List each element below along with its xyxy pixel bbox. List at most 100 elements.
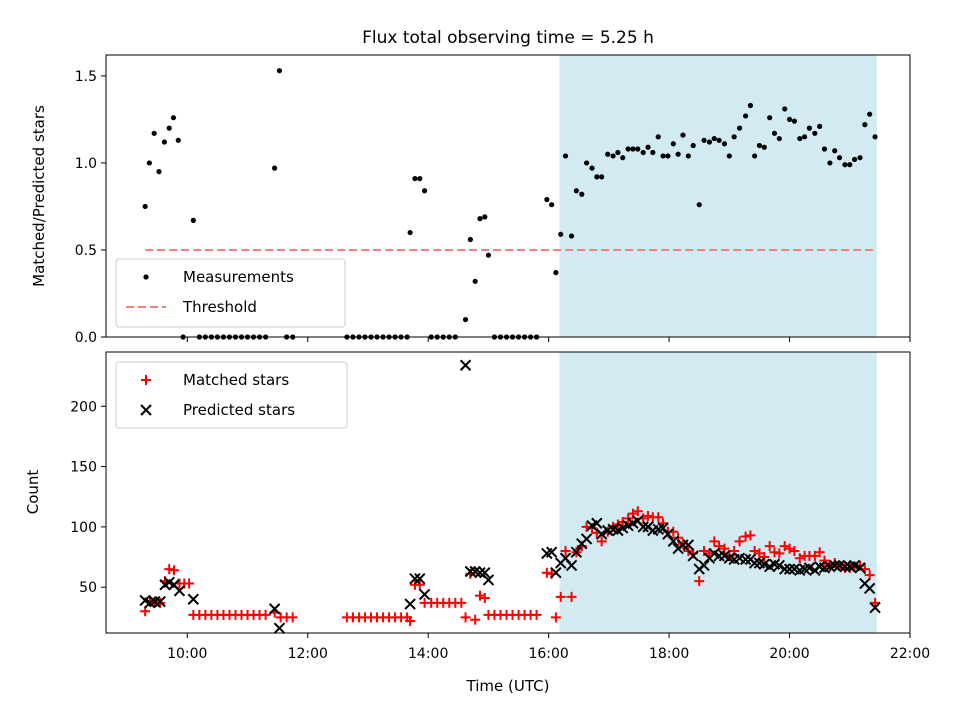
predicted-star-point — [748, 557, 761, 569]
predicted-star-point — [459, 359, 472, 371]
matched-star-point — [632, 506, 643, 517]
data-point — [797, 135, 803, 142]
x-tick-label: 12:00 — [288, 646, 328, 662]
data-point — [706, 139, 713, 145]
data-point — [412, 175, 418, 182]
data-point — [562, 153, 569, 159]
y-tick-label: 1.0 — [75, 156, 97, 172]
matched-star-point — [653, 512, 664, 523]
matched-star-point — [456, 597, 467, 608]
matched-star-point — [870, 597, 881, 608]
data-point — [791, 118, 797, 124]
top-legend: Measurements Threshold — [115, 258, 346, 328]
y-tick-label: 0.5 — [75, 243, 97, 259]
legend-marker-dot — [143, 274, 149, 280]
data-point — [640, 149, 646, 156]
data-point — [482, 214, 488, 220]
legend-label: Predicted stars — [183, 401, 295, 419]
data-point — [827, 160, 833, 166]
data-point — [670, 141, 676, 147]
predicted-star-point — [464, 565, 477, 578]
data-point — [756, 142, 763, 149]
data-point — [867, 111, 873, 117]
matched-star-point — [709, 536, 720, 547]
data-point — [812, 130, 818, 136]
bottom-plot-area — [139, 352, 881, 634]
predicted-star-point — [854, 562, 866, 574]
matched-star-point — [774, 548, 785, 559]
data-point — [599, 174, 605, 180]
matched-star-point — [169, 565, 180, 576]
predicted-star-point — [667, 535, 680, 548]
predicted-star-point — [739, 553, 752, 566]
top-plot-area — [142, 55, 878, 340]
data-point — [847, 162, 853, 168]
data-point — [701, 137, 707, 143]
matched-star-point — [164, 564, 175, 575]
predicted-star-point — [479, 566, 491, 579]
predicted-star-point — [662, 528, 674, 540]
predicted-star-point — [839, 560, 851, 573]
predicted-star-point — [595, 528, 608, 540]
data-point — [842, 162, 848, 168]
chart-title: Flux total observing time = 5.25 h — [362, 28, 654, 48]
data-point — [549, 202, 555, 208]
predicted-star-point — [550, 566, 562, 579]
predicted-star-point — [591, 517, 603, 529]
data-point — [675, 151, 681, 157]
matched-star-point — [789, 545, 800, 556]
bottom-axes: 10:00 12:00 14:00 16:00 18:00 20:00 22:00 50 100… — [70, 351, 930, 662]
data-point — [851, 156, 858, 163]
predicted-star-point — [779, 563, 791, 575]
data-point — [544, 196, 550, 203]
legend-marker-plus — [141, 375, 151, 385]
legend-marker-x — [140, 404, 152, 416]
data-point — [407, 229, 413, 236]
data-point — [620, 155, 626, 161]
data-point — [161, 139, 168, 145]
predicted-star-point — [829, 559, 841, 572]
data-point — [477, 216, 483, 222]
data-point — [573, 188, 579, 194]
matched-star-point — [814, 547, 825, 558]
data-point — [467, 236, 473, 243]
predicted-star-point — [565, 559, 578, 572]
data-point — [716, 137, 722, 143]
data-point — [625, 146, 631, 152]
predicted-star-point — [545, 546, 558, 558]
top-axes: 0.0 0.5 1.0 1.5 — [75, 54, 911, 346]
predicted-star-point — [154, 595, 166, 608]
data-point — [146, 160, 152, 166]
data-point — [151, 130, 157, 136]
predicted-star-point — [783, 563, 796, 575]
data-point — [630, 146, 636, 152]
data-point — [568, 233, 575, 239]
plot-frame — [105, 54, 911, 338]
data-point — [485, 252, 492, 258]
x-tick-label: 22:00 — [890, 646, 930, 662]
data-point — [690, 142, 696, 149]
data-point — [721, 141, 728, 147]
data-point — [610, 153, 616, 159]
data-point — [802, 134, 808, 140]
data-point — [731, 134, 737, 140]
matched-star-point — [596, 536, 607, 547]
predicted-star-point — [418, 588, 431, 601]
data-point — [742, 113, 749, 119]
data-point — [190, 217, 196, 223]
x-tick-label: 18:00 — [649, 646, 689, 662]
matched-star-point — [694, 576, 705, 587]
series-x — [139, 359, 881, 634]
predicted-star-point — [268, 603, 281, 615]
matched-star-point — [531, 609, 542, 620]
bottom-panel: 10:00 12:00 14:00 16:00 18:00 20:00 22:00 50 100… — [24, 351, 930, 695]
data-point — [166, 125, 172, 131]
legend-label: Matched stars — [183, 371, 289, 389]
data-point — [417, 175, 423, 182]
data-point — [696, 202, 702, 208]
x-tick-label: 16:00 — [528, 646, 568, 662]
data-point — [832, 148, 838, 154]
data-point — [605, 151, 611, 157]
matched-star-point — [460, 612, 471, 623]
